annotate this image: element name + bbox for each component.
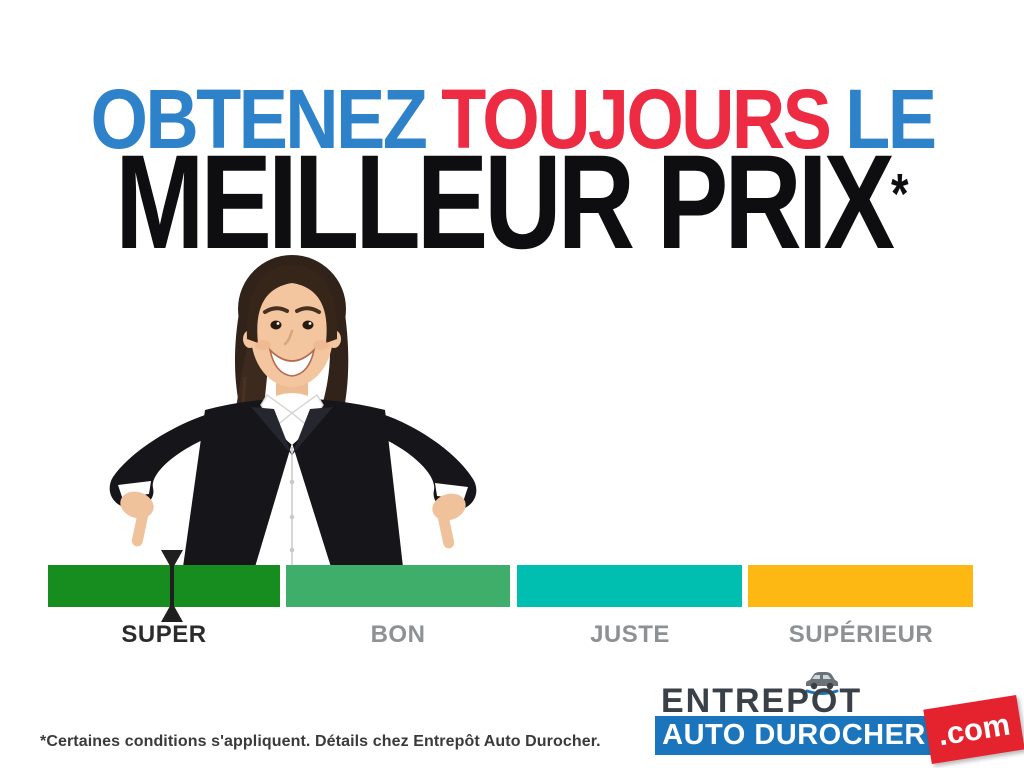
asterisk-mark: * — [891, 162, 909, 226]
gauge-segment-bon — [286, 565, 510, 607]
eyebrow — [263, 306, 289, 314]
logo-dot-com-badge: .com — [923, 694, 1024, 765]
left-hand-pointing — [120, 491, 154, 547]
gauge-segment-super — [48, 565, 280, 607]
car-icon — [805, 672, 839, 695]
gauge-segment-superieur — [748, 565, 973, 607]
headline-word-le: LE — [844, 72, 937, 166]
right-hand-pointing — [432, 493, 466, 549]
eye — [270, 320, 282, 330]
gauge-label-superieur: SUPÉRIEUR — [788, 621, 934, 648]
photo-businesswoman-pointing-down — [109, 255, 477, 567]
gauge-label-super: SUPER — [121, 621, 207, 648]
headline-meilleur-prix: MEILLEUR PRIX — [115, 128, 895, 277]
headline-line2: MEILLEUR PRIX* — [0, 136, 1024, 270]
headline-word-toujours: TOUJOURS — [440, 72, 832, 166]
brand-logo: ENTREPOT AUTO DUROCHER .com — [655, 668, 1024, 768]
logo-entrepot-text: ENTREPOT — [661, 682, 863, 720]
smile — [268, 347, 316, 377]
gauge-segment-juste — [517, 565, 742, 607]
logo-auto-durocher-bar: AUTO DUROCHER — [655, 716, 933, 755]
disclaimer-text: *Certaines conditions s'appliquent. Déta… — [40, 733, 601, 750]
gauge-label-bon: BON — [370, 621, 426, 648]
headline-line1: OBTENEZ TOUJOURS LE — [0, 77, 1024, 161]
gauge-marker-icon — [161, 550, 183, 622]
gauge-label-juste: JUSTE — [590, 621, 670, 648]
headline-word-obtenez: OBTENEZ — [90, 72, 427, 166]
